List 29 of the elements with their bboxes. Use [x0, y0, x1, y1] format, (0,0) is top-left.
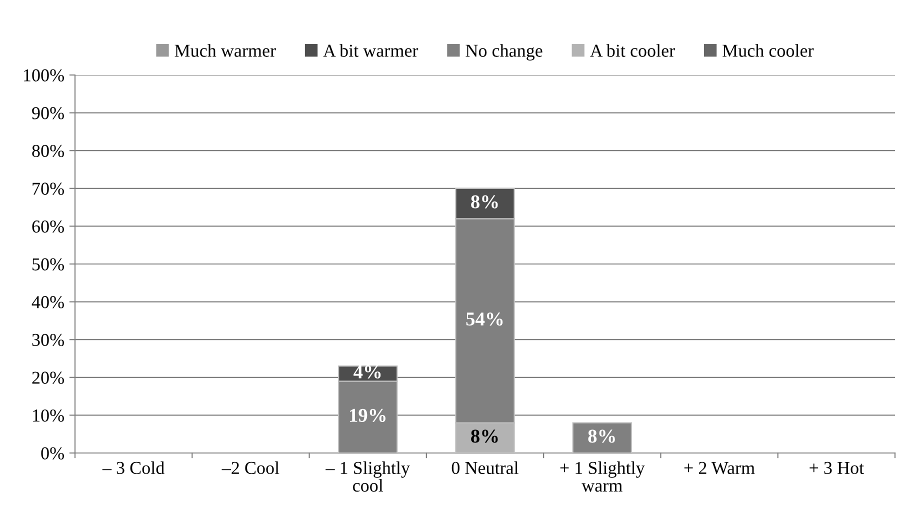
- data-label: 8%: [588, 430, 615, 443]
- x-tick-label: – 3 Cold: [102, 461, 164, 474]
- y-tick-label: 60%: [32, 220, 64, 233]
- x-tick-label: –2 Cool: [222, 461, 280, 474]
- y-tick-label: 20%: [32, 372, 64, 384]
- y-tick-label: 50%: [32, 258, 64, 270]
- y-tick-label: 30%: [32, 334, 64, 346]
- legend-label: No change: [466, 44, 542, 61]
- data-label: 8%: [471, 430, 498, 443]
- data-label: 54%: [466, 312, 503, 326]
- y-tick-label: 70%: [32, 182, 64, 195]
- y-tick-label: 40%: [32, 296, 64, 308]
- x-tick-label: + 1 Slightly warm: [560, 461, 645, 492]
- y-tick-label: 10%: [33, 409, 64, 422]
- x-tick-label: + 3 Hot: [810, 462, 864, 474]
- data-label: 19%: [350, 408, 386, 422]
- legend-label: Much warmer: [174, 44, 276, 57]
- legend-label: A bit cooler: [590, 44, 675, 57]
- y-tick-label: 80%: [32, 144, 64, 158]
- legend-label: Much cooler: [722, 44, 814, 57]
- data-label: 8%: [471, 195, 498, 208]
- x-tick-label: + 2 Warm: [684, 462, 755, 474]
- y-tick-label: 0%: [41, 447, 64, 460]
- x-tick-label: – 1 Slightly cool: [326, 461, 410, 492]
- data-label: 4%: [354, 365, 381, 379]
- legend-label: A bit warmer: [323, 44, 418, 57]
- y-tick-label: 90%: [32, 107, 64, 120]
- x-tick-label: 0 Neutral: [452, 461, 518, 474]
- y-tick-label: 100%: [24, 69, 64, 82]
